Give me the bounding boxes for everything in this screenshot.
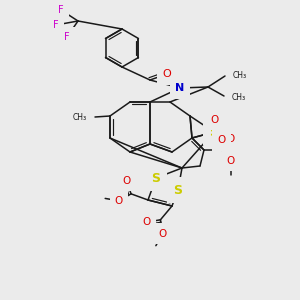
Text: O: O [227, 156, 235, 166]
Text: O: O [142, 217, 151, 227]
Text: O: O [122, 176, 130, 186]
Text: O: O [115, 196, 123, 206]
Text: O: O [218, 135, 226, 145]
Text: O: O [159, 229, 167, 238]
Text: N: N [176, 83, 184, 93]
Text: O: O [210, 115, 218, 125]
Text: F: F [53, 20, 59, 30]
Text: S: S [152, 172, 160, 184]
Text: CH₃: CH₃ [233, 70, 247, 80]
Text: S: S [209, 125, 218, 139]
Text: S: S [173, 184, 182, 196]
Text: F: F [64, 32, 70, 42]
Text: O: O [227, 134, 235, 144]
Text: CH₃: CH₃ [232, 92, 246, 101]
Text: O: O [163, 69, 171, 79]
Text: CH₃: CH₃ [73, 112, 87, 122]
Text: F: F [58, 5, 64, 15]
